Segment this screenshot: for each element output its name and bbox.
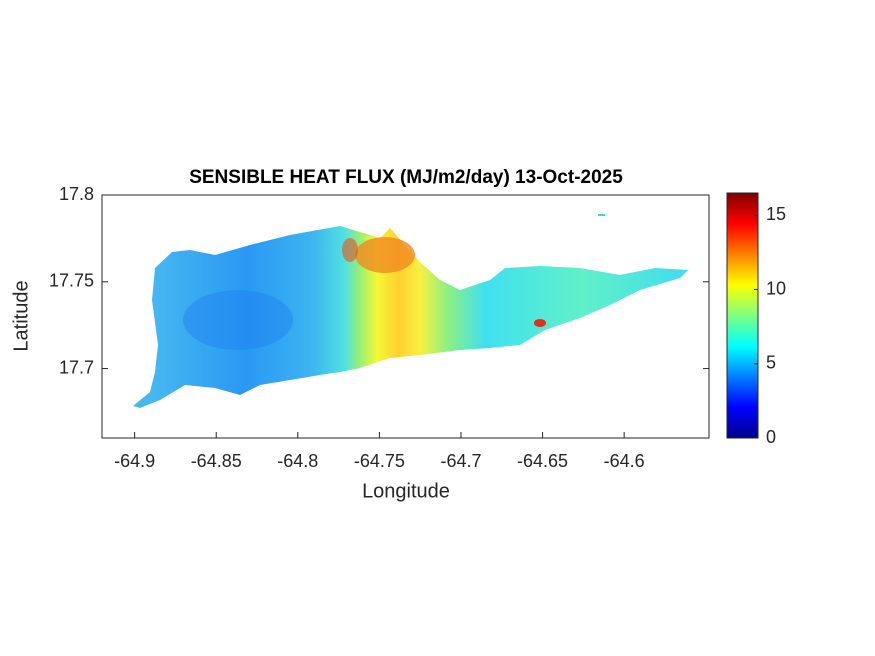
island	[133, 214, 688, 408]
chart-title: SENSIBLE HEAT FLUX (MJ/m2/day) 13-Oct-20…	[189, 167, 623, 188]
islet	[598, 214, 605, 216]
cool-area	[183, 290, 293, 350]
x-tick-label: -64.8	[277, 451, 318, 471]
x-tick-label: -64.75	[354, 451, 405, 471]
y-axis-label: Latitude	[10, 280, 32, 351]
x-tick-label: -64.85	[191, 451, 242, 471]
y-tick-label: 17.7	[59, 357, 94, 377]
y-tick-label: 17.75	[49, 271, 94, 291]
x-tick-label: -64.65	[517, 451, 568, 471]
hot-spot	[342, 238, 358, 262]
hot-spot	[534, 319, 546, 327]
x-tick-label: -64.6	[604, 451, 645, 471]
colorbar-tick-label: 10	[766, 278, 786, 298]
y-tick-label: 17.8	[59, 184, 94, 204]
colorbar-tick-label: 5	[766, 353, 776, 373]
hot-spot	[355, 237, 415, 273]
x-tick-label: -64.7	[440, 451, 481, 471]
x-tick-label: -64.9	[114, 451, 155, 471]
colorbar	[726, 192, 759, 439]
colorbar-tick-label: 0	[766, 427, 776, 447]
x-axis-label: Longitude	[362, 480, 450, 502]
flux-field	[133, 226, 688, 408]
colorbar-tick-label: 15	[766, 204, 786, 224]
